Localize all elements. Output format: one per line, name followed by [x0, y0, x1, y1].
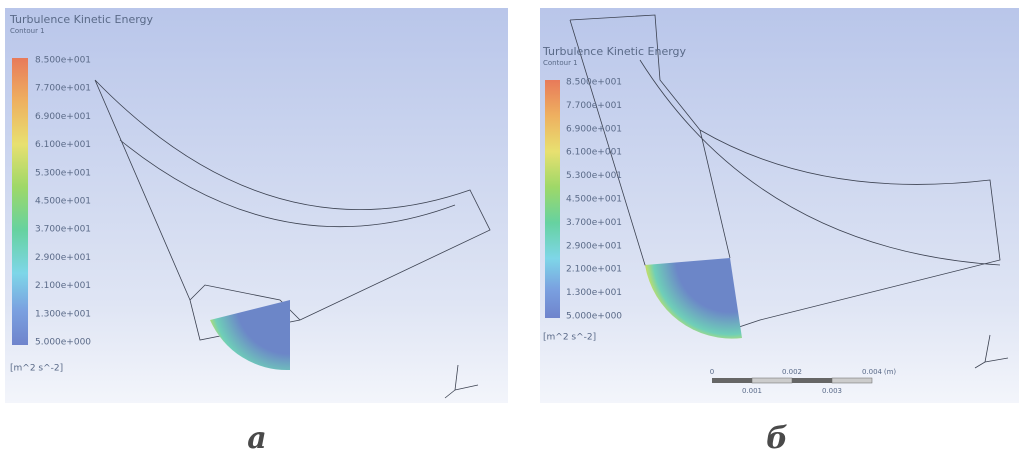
legend-units: [m^2 s^-2] [543, 333, 596, 343]
scale-segment [752, 378, 792, 383]
panel-b [540, 8, 1019, 403]
scale-label: 0.004 [862, 368, 883, 376]
legend-label: 2.100e+001 [566, 265, 622, 275]
legend-label: 6.900e+001 [35, 112, 91, 122]
legend-label: 5.000e+000 [35, 338, 91, 348]
legend-subtitle: Contour 1 [543, 59, 578, 67]
legend-title: Turbulence Kinetic Energy [542, 45, 687, 58]
scale-label: 0 [710, 368, 714, 376]
legend-label: 1.300e+001 [566, 288, 622, 298]
legend-label: 6.100e+001 [566, 148, 622, 158]
legend-label: 5.000e+000 [566, 312, 622, 322]
legend-label: 4.500e+001 [35, 197, 91, 207]
legend-label: 1.300e+001 [35, 309, 91, 319]
legend-label: 7.700e+001 [566, 101, 622, 111]
legend-label: 2.900e+001 [35, 253, 91, 263]
scale-label: 0.003 [822, 387, 842, 395]
legend-label: 2.900e+001 [566, 241, 622, 251]
scale-segment [712, 378, 752, 383]
scale-label: 0.002 [782, 368, 802, 376]
legend-label: 3.700e+001 [35, 225, 91, 235]
legend-units: [m^2 s^-2] [10, 364, 63, 374]
legend-label: 6.100e+001 [35, 140, 91, 150]
panel-background [540, 8, 1019, 403]
legend-label: 5.300e+001 [566, 171, 622, 181]
figure: Turbulence Kinetic EnergyContour 18.500e… [0, 0, 1019, 461]
scale-segment [832, 378, 872, 383]
legend-label: 3.700e+001 [566, 218, 622, 228]
legend-label: 8.500e+001 [35, 56, 91, 66]
legend-colorbar [545, 80, 560, 318]
legend-colorbar [12, 58, 28, 345]
legend-label: 7.700e+001 [35, 84, 91, 94]
legend-label: 6.900e+001 [566, 124, 622, 134]
legend-label: 8.500e+001 [566, 78, 622, 88]
legend-subtitle: Contour 1 [10, 27, 45, 35]
panel-caption: б [766, 421, 788, 456]
scale-label: 0.001 [742, 387, 762, 395]
scale-label: (m) [884, 368, 897, 376]
legend-label: 4.500e+001 [566, 195, 622, 205]
legend-label: 2.100e+001 [35, 281, 91, 291]
legend-label: 5.300e+001 [35, 168, 91, 178]
panel-caption: а [247, 421, 266, 456]
scale-bar [712, 378, 872, 383]
legend-title: Turbulence Kinetic Energy [9, 13, 154, 26]
scale-segment [792, 378, 832, 383]
